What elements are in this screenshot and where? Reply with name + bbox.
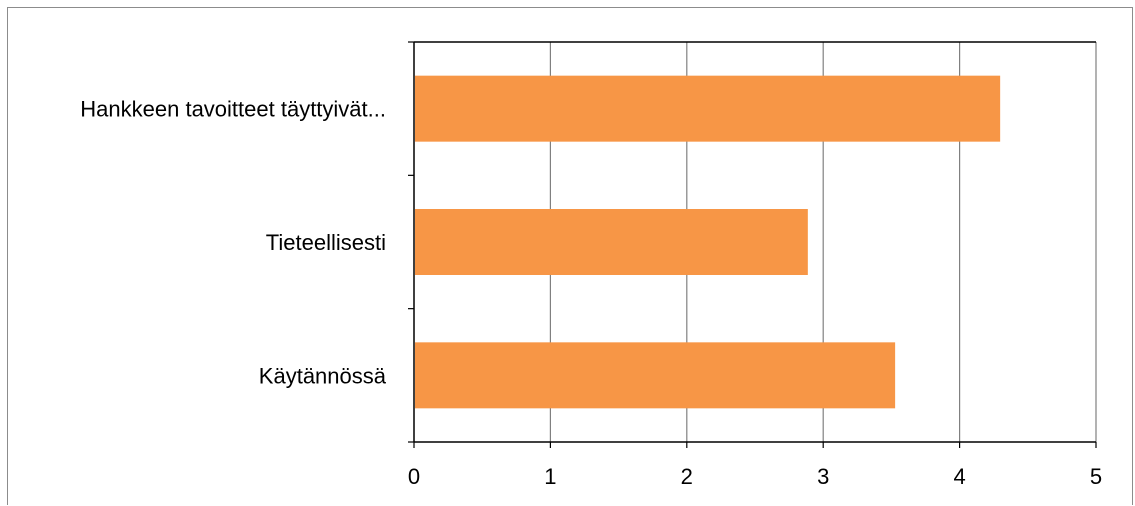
x-tick-label: 5 (1090, 464, 1102, 489)
bar (415, 75, 1001, 142)
bar (415, 209, 808, 275)
category-label: Hankkeen tavoitteet täyttyivät... (80, 97, 386, 122)
bars (415, 75, 1001, 409)
x-tick-label: 4 (953, 464, 965, 489)
x-tick-label: 2 (681, 464, 693, 489)
category-label: Käytännössä (259, 363, 387, 388)
x-tick-label: 0 (408, 464, 420, 489)
axes (408, 41, 1097, 448)
labels: 0 1 2 3 4 5 Hankkeen tavoitteet täyttyivät... T… (80, 97, 1102, 489)
x-tick-label: 3 (817, 464, 829, 489)
category-label: Tieteellisesti (266, 230, 386, 255)
x-tick-label: 1 (544, 464, 556, 489)
chart-frame (7, 7, 1133, 505)
bar (415, 342, 896, 409)
